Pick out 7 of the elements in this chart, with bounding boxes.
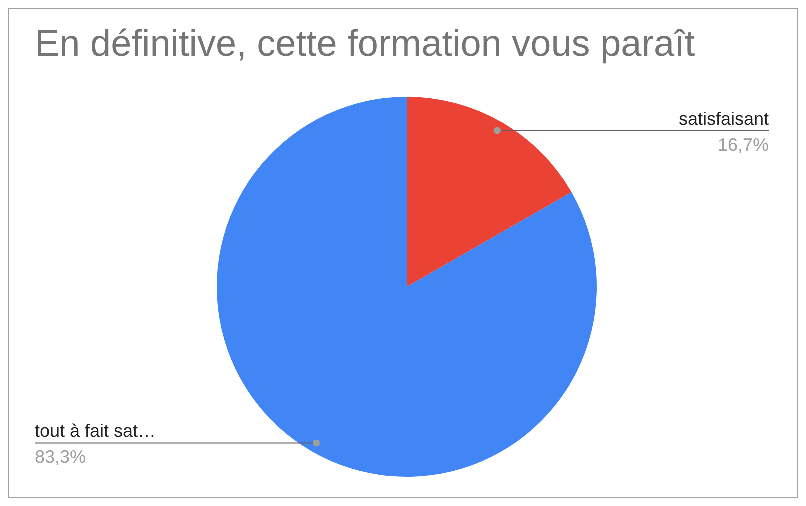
chart-title: En définitive, cette formation vous paraît xyxy=(35,23,696,65)
pie-slice xyxy=(217,97,597,477)
slice-label: satisfaisant xyxy=(678,108,769,129)
data-label: 83,3% xyxy=(35,447,86,468)
data-label: 16,7% xyxy=(718,134,769,155)
slice-label: tout à fait sat… xyxy=(35,421,156,442)
pie-slice xyxy=(407,97,572,287)
